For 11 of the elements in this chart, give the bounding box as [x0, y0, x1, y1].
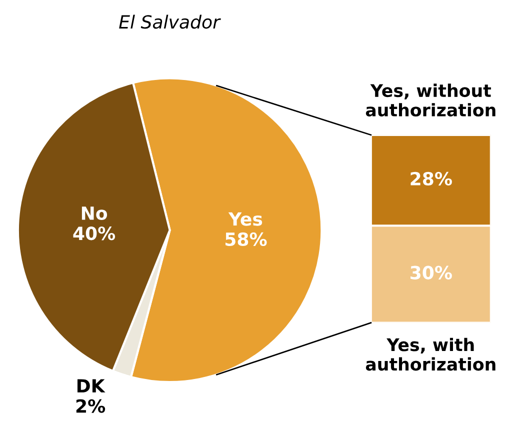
data-label: 40%: [73, 226, 116, 240]
data-label: 28%: [410, 172, 452, 186]
data-label: 58%: [226, 232, 267, 246]
data-label: 30%: [410, 266, 452, 280]
data-label: 2%: [76, 399, 106, 413]
slice-label: DK: [77, 379, 106, 392]
series-label: Yes, without authorization: [366, 84, 496, 117]
slice-label: No: [82, 206, 108, 220]
slice-label: Yes: [228, 212, 262, 226]
chart-title: El Salvador: [119, 14, 221, 29]
series-label: Yes, with authorization: [366, 338, 496, 371]
